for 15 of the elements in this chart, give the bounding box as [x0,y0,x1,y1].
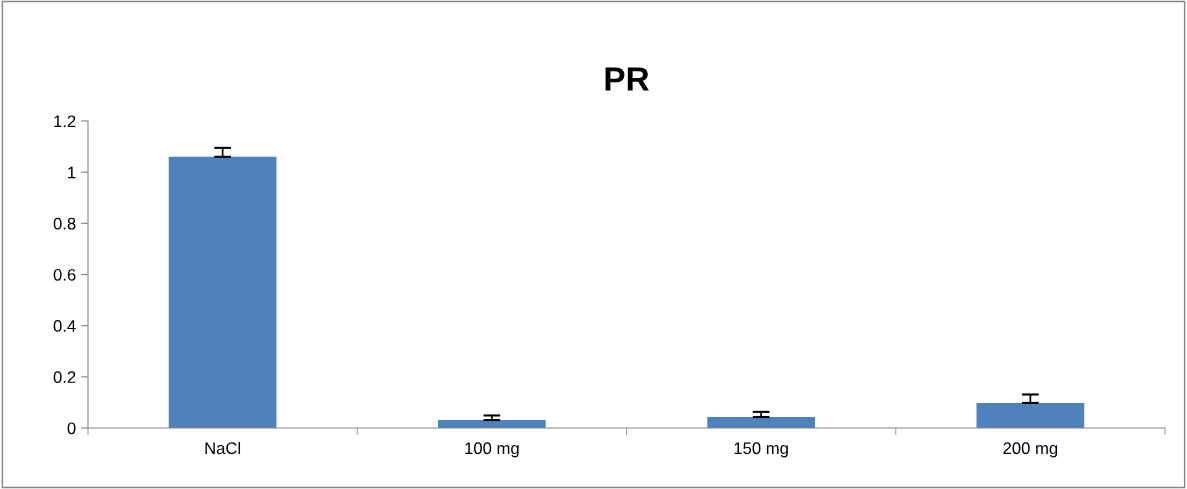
y-tick-label: 0.2 [53,371,76,384]
y-tick-label: 0.8 [53,217,76,230]
x-tick-label: 200 mg [1003,442,1058,458]
x-tick-label: 100 mg [465,442,519,458]
y-tick-label: 1 [68,166,76,179]
y-tick-label: 1.2 [54,115,76,128]
y-tick-label: 0.4 [53,320,76,332]
bar [707,417,815,428]
y-tick-label: 0 [67,422,76,435]
chart-title: PR [605,67,649,91]
bar [976,402,1085,428]
bar [168,156,277,428]
x-tick-label: 150 mg [734,442,788,458]
x-tick-label: NaCl [205,441,241,455]
y-tick-label: 0.6 [53,268,76,281]
